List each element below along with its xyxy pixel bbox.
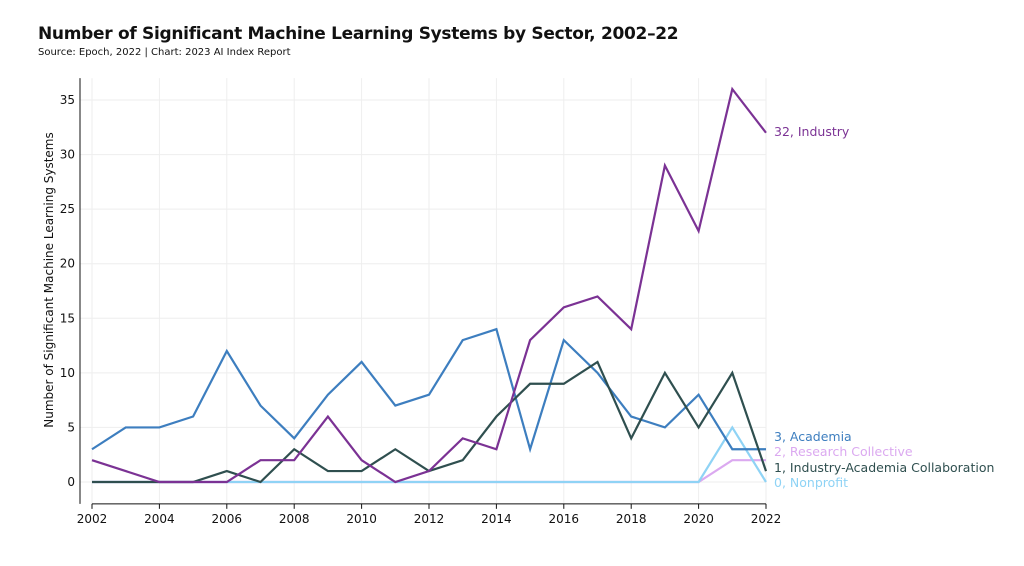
x-tick-label: 2014 (481, 512, 512, 526)
x-tick-label: 2004 (144, 512, 175, 526)
y-tick-label: 10 (60, 366, 75, 380)
y-tick-label: 35 (60, 93, 75, 107)
series-end-label: 32, Industry (774, 124, 850, 139)
x-tick-label: 2002 (77, 512, 108, 526)
series-end-label: 1, Industry-Academia Collaboration (774, 460, 994, 475)
x-tick-label: 2016 (549, 512, 580, 526)
x-tick-label: 2008 (279, 512, 310, 526)
chart-title: Number of Significant Machine Learning S… (38, 24, 679, 44)
series-end-label: 0, Nonprofit (774, 475, 848, 490)
chart-subtitle: Source: Epoch, 2022 | Chart: 2023 AI Ind… (38, 47, 291, 58)
y-tick-label: 25 (60, 202, 75, 216)
x-tick-label: 2022 (751, 512, 782, 526)
series-line-industry (91, 86, 767, 484)
x-tick-label: 2018 (616, 512, 647, 526)
y-tick-label: 20 (60, 257, 75, 271)
x-tick-label: 2006 (212, 512, 243, 526)
x-tick-label: 2020 (683, 512, 714, 526)
y-tick-label: 0 (67, 475, 75, 489)
y-tick-label: 30 (60, 148, 75, 162)
x-tick-label: 2012 (414, 512, 445, 526)
x-tick-label: 2010 (346, 512, 377, 526)
y-tick-label: 5 (67, 420, 75, 434)
y-tick-label: 15 (60, 311, 75, 325)
series-end-label: 2, Research Collective (774, 444, 913, 459)
series-line-academia (91, 327, 766, 454)
y-axis-label: Number of Significant Machine Learning S… (42, 132, 56, 428)
series-end-label: 3, Academia (774, 429, 852, 444)
